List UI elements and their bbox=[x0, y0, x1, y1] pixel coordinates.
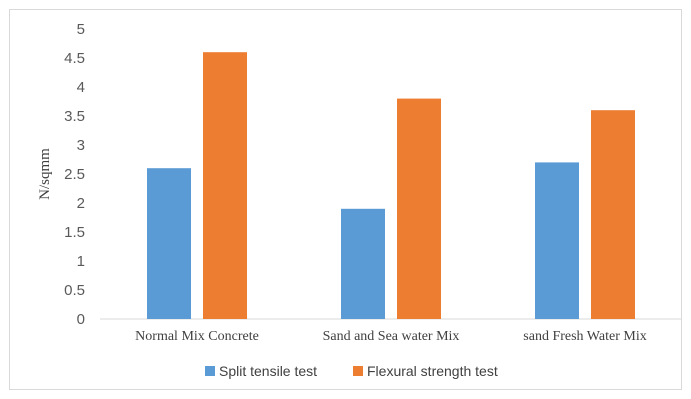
bar-flexural-strength bbox=[591, 110, 635, 319]
y-tick-label: 0 bbox=[77, 311, 85, 328]
bar-split-tensile bbox=[341, 208, 385, 319]
y-axis-ticks: 0 0.5 1 1.5 2 2.5 3 3.5 4 4.5 5 bbox=[64, 21, 85, 328]
y-tick-label: 2 bbox=[77, 195, 85, 212]
x-axis-categories: Normal Mix Concrete Sand and Sea water Mi… bbox=[135, 329, 647, 344]
y-tick-label: 1 bbox=[77, 253, 85, 270]
y-tick-label: 3 bbox=[77, 137, 85, 154]
x-category-label: Sand and Sea water Mix bbox=[323, 329, 460, 344]
legend-label: Split tensile test bbox=[219, 363, 317, 379]
y-tick-label: 3.5 bbox=[64, 108, 85, 125]
bar-flexural-strength bbox=[397, 98, 441, 319]
bars bbox=[147, 52, 635, 319]
x-category-label: sand Fresh Water Mix bbox=[523, 329, 646, 344]
y-tick-label: 4.5 bbox=[64, 50, 85, 67]
legend-swatch bbox=[353, 366, 363, 376]
legend: Split tensile test Flexural strength test bbox=[205, 363, 498, 379]
y-tick-label: 2.5 bbox=[64, 166, 85, 183]
legend-swatch bbox=[205, 366, 215, 376]
y-tick-label: 1.5 bbox=[64, 224, 85, 241]
y-tick-label: 5 bbox=[77, 21, 85, 38]
bar-split-tensile bbox=[147, 168, 191, 319]
bar-flexural-strength bbox=[203, 52, 247, 319]
legend-label: Flexural strength test bbox=[367, 363, 498, 379]
y-axis-label: N/sqmm bbox=[37, 148, 53, 200]
bar-split-tensile bbox=[535, 162, 579, 319]
y-tick-label: 0.5 bbox=[64, 282, 85, 299]
y-tick-label: 4 bbox=[77, 79, 85, 96]
x-category-label: Normal Mix Concrete bbox=[135, 329, 259, 344]
